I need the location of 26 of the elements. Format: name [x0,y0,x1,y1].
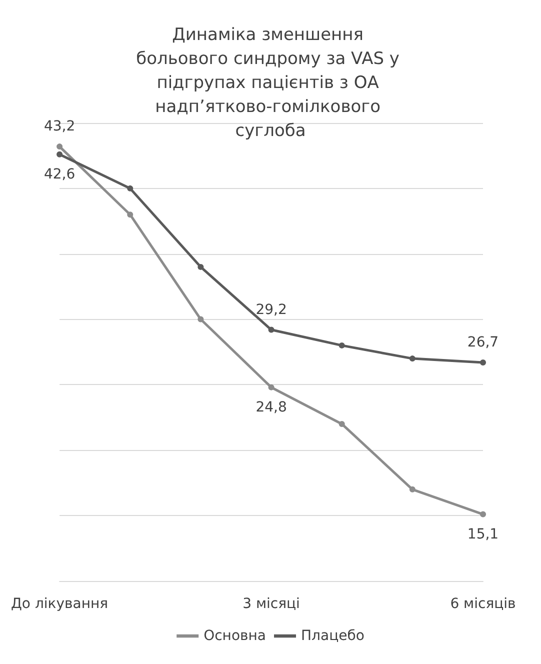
data-label: 24,8 [256,399,287,416]
point [127,212,134,218]
chart-title: Динаміка зменшення больового синдрому за VAS у підгрупах пацієнтів з ОА надп’ятково-гомілкового суглоба [136,25,405,141]
point [338,342,345,348]
point [480,359,486,366]
point [56,144,63,150]
x-tick-label: 3 місяці [242,596,300,612]
legend-label: Основна [204,628,266,644]
point [268,384,274,390]
legend-label: Плацебо [301,628,364,644]
data-label: 15,1 [467,526,499,542]
data-label: 42,6 [44,166,76,182]
x-tick-label: 6 місяців [450,596,516,612]
data-label: 43,2 [44,118,76,135]
point [268,326,274,333]
data-label: 26,7 [467,334,499,350]
x-tick-label: До лікування [11,596,108,612]
point [56,151,63,158]
point [338,420,345,427]
point [409,486,416,492]
point [198,316,204,322]
data-label: 29,2 [256,302,287,318]
point [409,356,416,362]
point [480,511,486,518]
point [198,264,204,270]
point [127,185,134,192]
